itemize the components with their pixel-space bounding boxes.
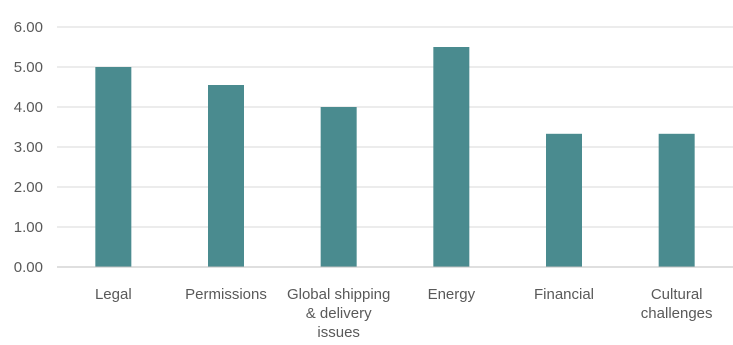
- x-category-label-line: & delivery: [306, 305, 372, 322]
- bar-4: [546, 133, 582, 267]
- bars: [95, 47, 695, 267]
- y-tick-label: 1.00: [14, 219, 43, 236]
- bar-2: [320, 107, 357, 267]
- bar-5: [658, 133, 695, 267]
- x-category-label: Energy: [428, 286, 476, 303]
- x-category-label-line: Global shipping: [287, 286, 390, 303]
- x-category-label: Legal: [95, 286, 132, 303]
- y-tick-label: 3.00: [14, 139, 43, 156]
- x-category-label: Cultural challenges: [641, 286, 713, 322]
- x-category-label: Financial: [534, 286, 594, 303]
- y-tick-label: 5.00: [14, 59, 43, 76]
- bar-3: [433, 47, 470, 267]
- y-tick-label: 6.00: [14, 19, 43, 36]
- x-category-label-line: issues: [317, 324, 360, 341]
- x-axis-category-labels: Legal Permissions Global shipping & deliver…: [95, 286, 713, 341]
- x-category-label-line: Permissions: [185, 286, 267, 303]
- x-category-label-line: challenges: [641, 305, 713, 322]
- bar-0: [95, 67, 132, 267]
- x-category-label: Permissions: [185, 286, 267, 303]
- x-category-label-line: Legal: [95, 286, 132, 303]
- bar-1: [208, 85, 244, 267]
- gridlines: [57, 26, 733, 228]
- y-tick-label: 4.00: [14, 99, 43, 116]
- x-category-label-line: Cultural: [651, 286, 703, 303]
- y-tick-label: 2.00: [14, 179, 43, 196]
- x-category-label-line: Financial: [534, 286, 594, 303]
- x-category-label-line: Energy: [428, 286, 476, 303]
- y-tick-label: 0.00: [14, 259, 43, 276]
- x-category-label: Global shipping & delivery issues: [287, 286, 390, 341]
- y-axis-tick-labels: 0.00 1.00 2.00 3.00 4.00 5.00 6.00: [14, 19, 43, 276]
